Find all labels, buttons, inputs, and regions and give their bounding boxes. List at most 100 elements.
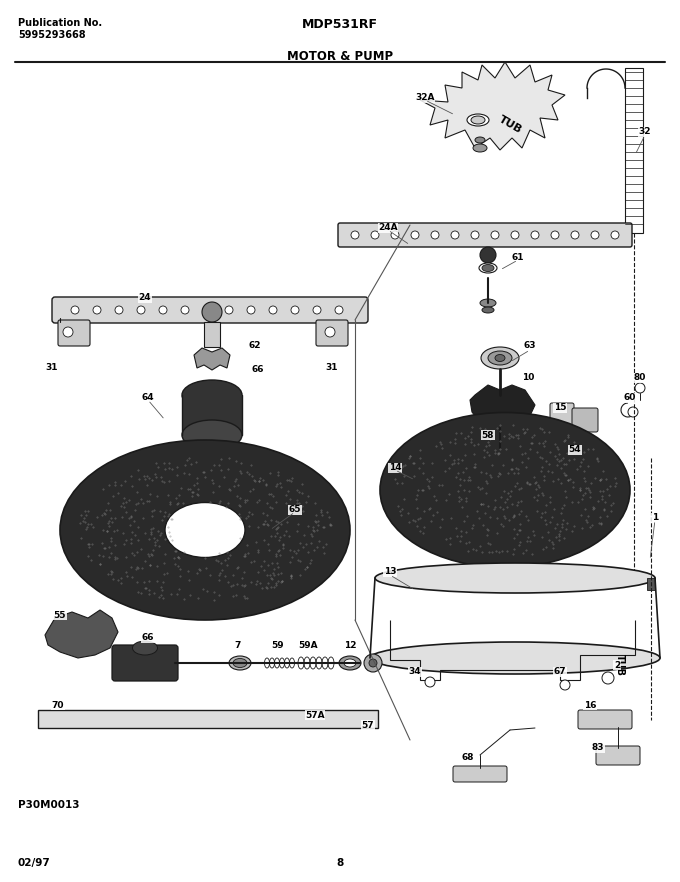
Ellipse shape	[182, 420, 242, 450]
Text: 34: 34	[409, 668, 422, 676]
Text: 55: 55	[54, 610, 66, 619]
Circle shape	[202, 302, 222, 322]
Text: TUB: TUB	[615, 654, 625, 676]
Circle shape	[511, 231, 519, 239]
Text: 59A: 59A	[299, 640, 318, 649]
Circle shape	[181, 306, 189, 314]
Ellipse shape	[344, 659, 356, 667]
Ellipse shape	[339, 656, 361, 670]
Circle shape	[137, 306, 145, 314]
Circle shape	[494, 444, 506, 456]
Text: 13: 13	[384, 567, 396, 577]
FancyBboxPatch shape	[572, 408, 598, 432]
Circle shape	[480, 247, 496, 263]
Bar	[204, 322, 220, 347]
Text: 67: 67	[554, 668, 566, 676]
Text: 59: 59	[272, 640, 284, 649]
Ellipse shape	[479, 263, 497, 273]
Text: 16: 16	[583, 700, 596, 709]
Text: 57: 57	[362, 721, 374, 729]
Text: TUB: TUB	[496, 115, 524, 136]
Text: 8: 8	[337, 858, 343, 868]
Bar	[38, 710, 378, 728]
Circle shape	[371, 231, 379, 239]
Ellipse shape	[495, 355, 505, 362]
Ellipse shape	[375, 563, 655, 593]
Text: 57A: 57A	[305, 711, 325, 720]
Ellipse shape	[233, 659, 247, 668]
Ellipse shape	[475, 137, 485, 143]
Circle shape	[313, 306, 321, 314]
Circle shape	[635, 383, 645, 393]
Text: 80: 80	[634, 373, 646, 383]
Text: 66: 66	[252, 365, 265, 375]
Text: 83: 83	[592, 744, 605, 752]
Text: P30M0013: P30M0013	[18, 800, 80, 810]
Ellipse shape	[165, 503, 245, 557]
Text: 12: 12	[344, 640, 356, 649]
Ellipse shape	[369, 659, 377, 667]
Ellipse shape	[60, 440, 350, 620]
Circle shape	[491, 231, 499, 239]
Text: 63: 63	[524, 341, 537, 350]
FancyBboxPatch shape	[338, 223, 632, 247]
Ellipse shape	[473, 144, 487, 152]
Circle shape	[591, 231, 599, 239]
Text: 61: 61	[512, 253, 524, 263]
Text: 54: 54	[568, 445, 581, 454]
Text: 68: 68	[462, 753, 474, 763]
FancyBboxPatch shape	[550, 403, 574, 437]
Text: 58: 58	[481, 430, 494, 439]
FancyBboxPatch shape	[453, 766, 507, 782]
Text: Publication No.: Publication No.	[18, 18, 102, 28]
Circle shape	[391, 231, 399, 239]
Text: 32: 32	[639, 128, 651, 137]
Circle shape	[203, 306, 211, 314]
Text: MDP531RF: MDP531RF	[302, 18, 378, 31]
Ellipse shape	[480, 299, 496, 307]
Text: 64: 64	[141, 393, 154, 402]
Circle shape	[159, 306, 167, 314]
Circle shape	[325, 327, 335, 337]
Text: MOTOR & PUMP: MOTOR & PUMP	[287, 50, 393, 63]
Ellipse shape	[482, 265, 494, 272]
Polygon shape	[45, 610, 118, 658]
Bar	[182, 395, 242, 435]
Circle shape	[115, 306, 123, 314]
Text: 14: 14	[389, 464, 401, 473]
Circle shape	[425, 677, 435, 687]
Circle shape	[471, 231, 479, 239]
Text: 02/97: 02/97	[18, 858, 51, 868]
Polygon shape	[194, 348, 230, 370]
Circle shape	[571, 231, 579, 239]
Circle shape	[269, 306, 277, 314]
Text: 62: 62	[249, 340, 261, 349]
Text: 2: 2	[614, 661, 620, 669]
Circle shape	[351, 231, 359, 239]
Ellipse shape	[482, 307, 494, 313]
Polygon shape	[470, 385, 535, 428]
Text: 5995293668: 5995293668	[18, 30, 86, 40]
Text: 66: 66	[141, 633, 154, 642]
Circle shape	[602, 672, 614, 684]
Text: 7: 7	[235, 640, 241, 649]
Text: 10: 10	[522, 373, 534, 383]
Text: 24A: 24A	[378, 223, 398, 233]
Text: 1: 1	[652, 513, 658, 522]
Text: 24: 24	[139, 294, 152, 303]
Text: 31: 31	[46, 363, 58, 372]
Text: 70: 70	[52, 700, 64, 709]
Circle shape	[247, 306, 255, 314]
Circle shape	[611, 231, 619, 239]
Circle shape	[93, 306, 101, 314]
Ellipse shape	[229, 656, 251, 670]
Text: 31: 31	[326, 363, 338, 372]
Circle shape	[451, 231, 459, 239]
Circle shape	[560, 680, 570, 690]
Circle shape	[411, 231, 419, 239]
FancyBboxPatch shape	[596, 746, 640, 765]
Ellipse shape	[370, 642, 660, 674]
Bar	[647, 578, 655, 590]
Circle shape	[63, 327, 73, 337]
Ellipse shape	[481, 347, 519, 369]
